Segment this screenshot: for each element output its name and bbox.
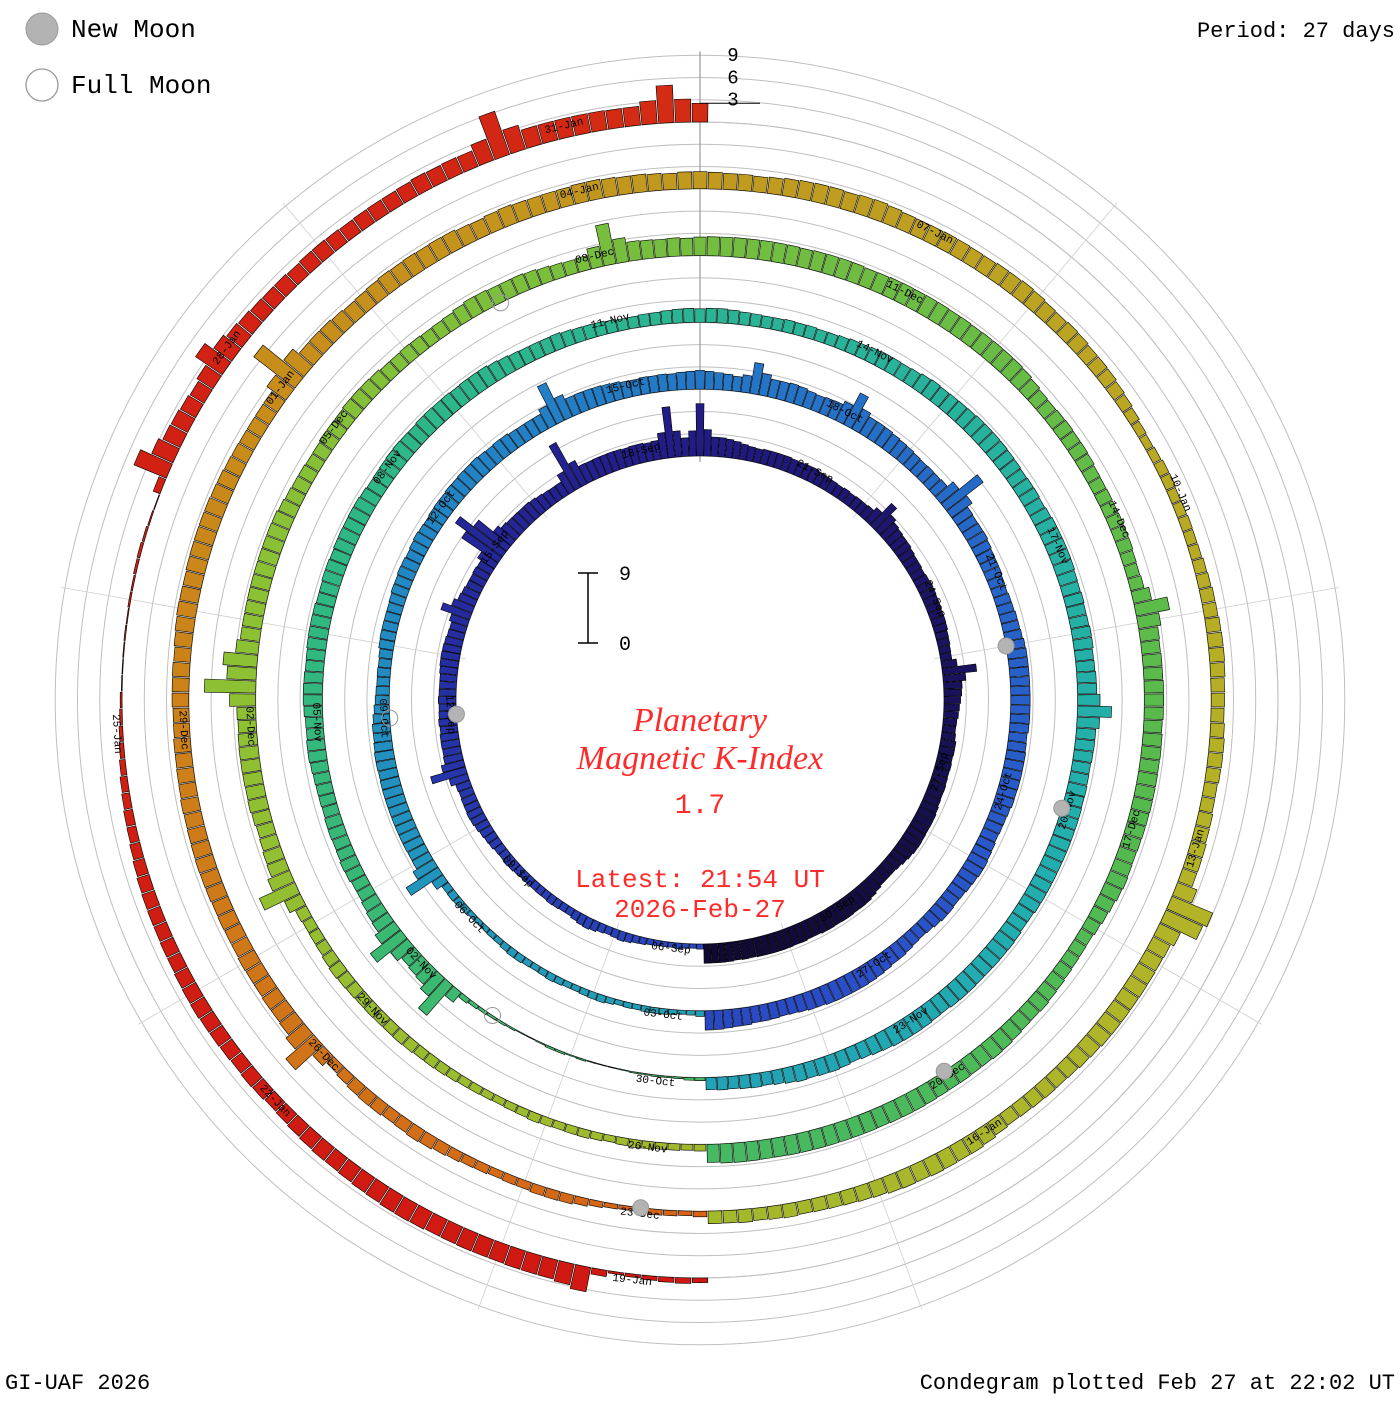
svg-text:Period: 27 days: Period: 27 days bbox=[1197, 19, 1395, 44]
svg-text:05-Nov: 05-Nov bbox=[309, 702, 323, 743]
svg-text:Latest: 21:54 UT: Latest: 21:54 UT bbox=[575, 865, 825, 895]
svg-text:0: 0 bbox=[619, 634, 631, 657]
svg-text:9: 9 bbox=[727, 45, 738, 67]
svg-text:1.7: 1.7 bbox=[675, 791, 725, 822]
svg-text:25-Jan: 25-Jan bbox=[109, 714, 123, 754]
svg-text:6: 6 bbox=[727, 68, 738, 90]
svg-text:09-Oct: 09-Oct bbox=[376, 698, 390, 738]
svg-text:Magnetic K-Index: Magnetic K-Index bbox=[576, 740, 823, 777]
svg-text:Planetary: Planetary bbox=[632, 702, 768, 739]
svg-text:3: 3 bbox=[727, 90, 738, 112]
svg-text:9: 9 bbox=[619, 564, 631, 587]
svg-text:2026-Feb-27: 2026-Feb-27 bbox=[614, 895, 786, 925]
svg-text:02-Dec: 02-Dec bbox=[242, 706, 256, 746]
svg-text:New Moon: New Moon bbox=[71, 15, 196, 45]
svg-text:Full Moon: Full Moon bbox=[71, 71, 211, 101]
svg-text:GI-UAF 2026: GI-UAF 2026 bbox=[5, 1371, 150, 1396]
svg-text:Condegram plotted Feb 27 at 22: Condegram plotted Feb 27 at 22:02 UT bbox=[920, 1371, 1395, 1396]
svg-text:29-Dec: 29-Dec bbox=[176, 710, 190, 750]
